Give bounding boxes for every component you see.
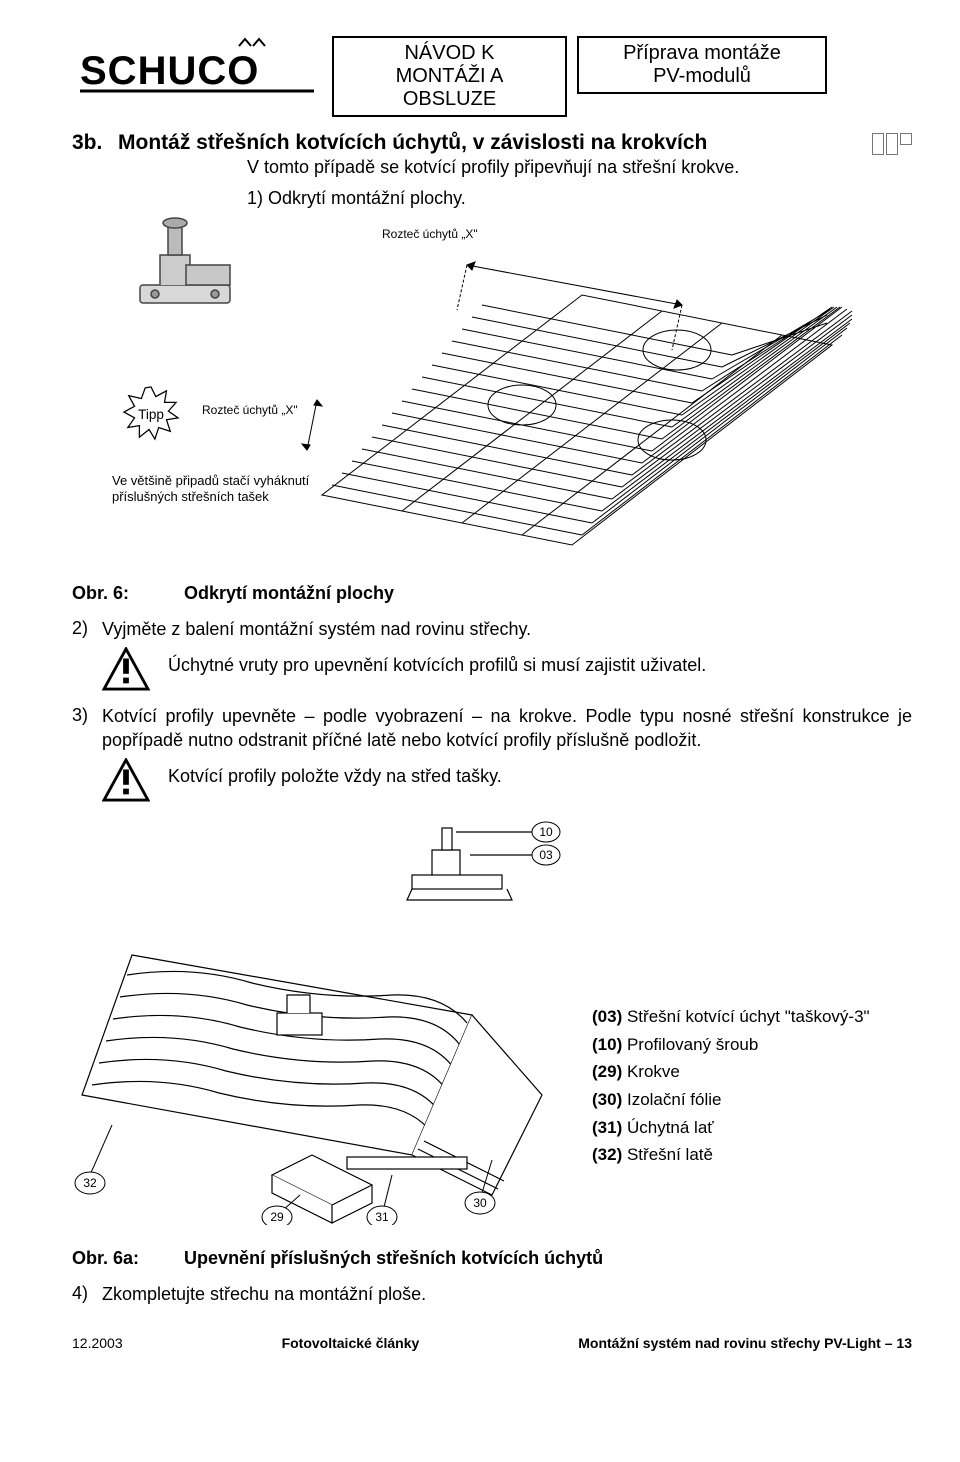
tipp-badge: Tipp [122, 385, 180, 448]
legend-item: (30) Izolační fólie [592, 1088, 870, 1113]
roof-diagram: Rozteč úchytů „X" [72, 215, 912, 575]
fig6a-num: Obr. 6a: [72, 1248, 139, 1268]
footer: 12.2003 Fotovoltaické články Montážní sy… [72, 1335, 912, 1351]
warning-icon [102, 758, 150, 802]
step-2: 2) Vyjměte z balení montážní systém nad … [72, 618, 912, 641]
tipp-text: Tipp [138, 407, 164, 422]
header-mid-box: NÁVOD K MONTÁŽI A OBSLUZE [332, 36, 567, 117]
header-right-line1: Příprava montáže [593, 42, 811, 65]
legend-item: (29) Krokve [592, 1060, 870, 1085]
footer-mid: Fotovoltaické články [282, 1335, 420, 1351]
bracket-hardware-icon [120, 215, 260, 335]
warning-1: Úchytné vruty pro upevnění kotvících pro… [102, 647, 912, 691]
warning-icon [102, 647, 150, 691]
warning-2: Kotvící profily položte vždy na střed ta… [102, 758, 912, 802]
brand-logo: SCHUCO [72, 36, 322, 98]
fig6-caption: Odkrytí montážní plochy [184, 583, 394, 603]
step-4: 4) Zkompletujte střechu na montážní ploš… [72, 1283, 912, 1306]
legend-item: (31) Úchytná lať [592, 1116, 870, 1141]
roof-detail-row: 32 29 31 30 (03) Střešní kotvící úchyt "… [72, 925, 912, 1230]
section-intro: V tomto případě se kotvící profily připe… [247, 157, 912, 178]
diagram-note: Ve většině připadů stačí vyháknutí přísl… [112, 473, 352, 506]
section-number: 3b. [72, 131, 118, 155]
figure-6a-label: Obr. 6a: Upevnění příslušných střešních … [72, 1248, 912, 1269]
footer-left: 12.2003 [72, 1335, 123, 1351]
step-3: 3) Kotvící profily upevněte – podle vyob… [72, 705, 912, 752]
figure-6-label: Obr. 6: Odkrytí montážní plochy [72, 583, 912, 604]
roof-detail-svg: 32 29 31 30 [72, 925, 572, 1225]
step-1: 1) Odkrytí montážní plochy. [247, 188, 912, 209]
svg-text:SCHUCO: SCHUCO [80, 49, 259, 93]
bracket-callout: 10 03 [72, 820, 912, 915]
legend: (03) Střešní kotvící úchyt "taškový-3" (… [592, 925, 870, 1230]
page-mark-icon [872, 125, 912, 155]
spacing-label-side: Rozteč úchytů „X" [202, 403, 298, 417]
legend-item: (03) Střešní kotvící úchyt "taškový-3" [592, 1005, 870, 1030]
callout-03: 03 [539, 848, 553, 862]
header-right-line2: PV-modulů [593, 65, 811, 88]
header-row: SCHUCO NÁVOD K MONTÁŽI A OBSLUZE Příprav… [72, 36, 912, 117]
header-mid-line1: NÁVOD K [348, 42, 551, 65]
fig6a-caption: Upevnění příslušných střešních kotvících… [184, 1248, 603, 1268]
detail-callout-30: 30 [473, 1196, 487, 1210]
detail-callout-29: 29 [270, 1210, 284, 1224]
fig6-num: Obr. 6: [72, 583, 129, 603]
header-mid-line2: MONTÁŽI A OBSLUZE [348, 65, 551, 111]
roof-isometric-svg [262, 215, 872, 555]
detail-callout-31: 31 [375, 1210, 389, 1224]
callout-10: 10 [539, 825, 553, 839]
legend-item: (32) Střešní latě [592, 1143, 870, 1168]
detail-callout-32: 32 [83, 1176, 97, 1190]
footer-right: Montážní systém nad rovinu střechy PV-Li… [578, 1335, 912, 1351]
header-right-box: Příprava montáže PV-modulů [577, 36, 827, 94]
section-title: Montáž střešních kotvících úchytů, v záv… [118, 131, 707, 155]
legend-item: (10) Profilovaný šroub [592, 1033, 870, 1058]
